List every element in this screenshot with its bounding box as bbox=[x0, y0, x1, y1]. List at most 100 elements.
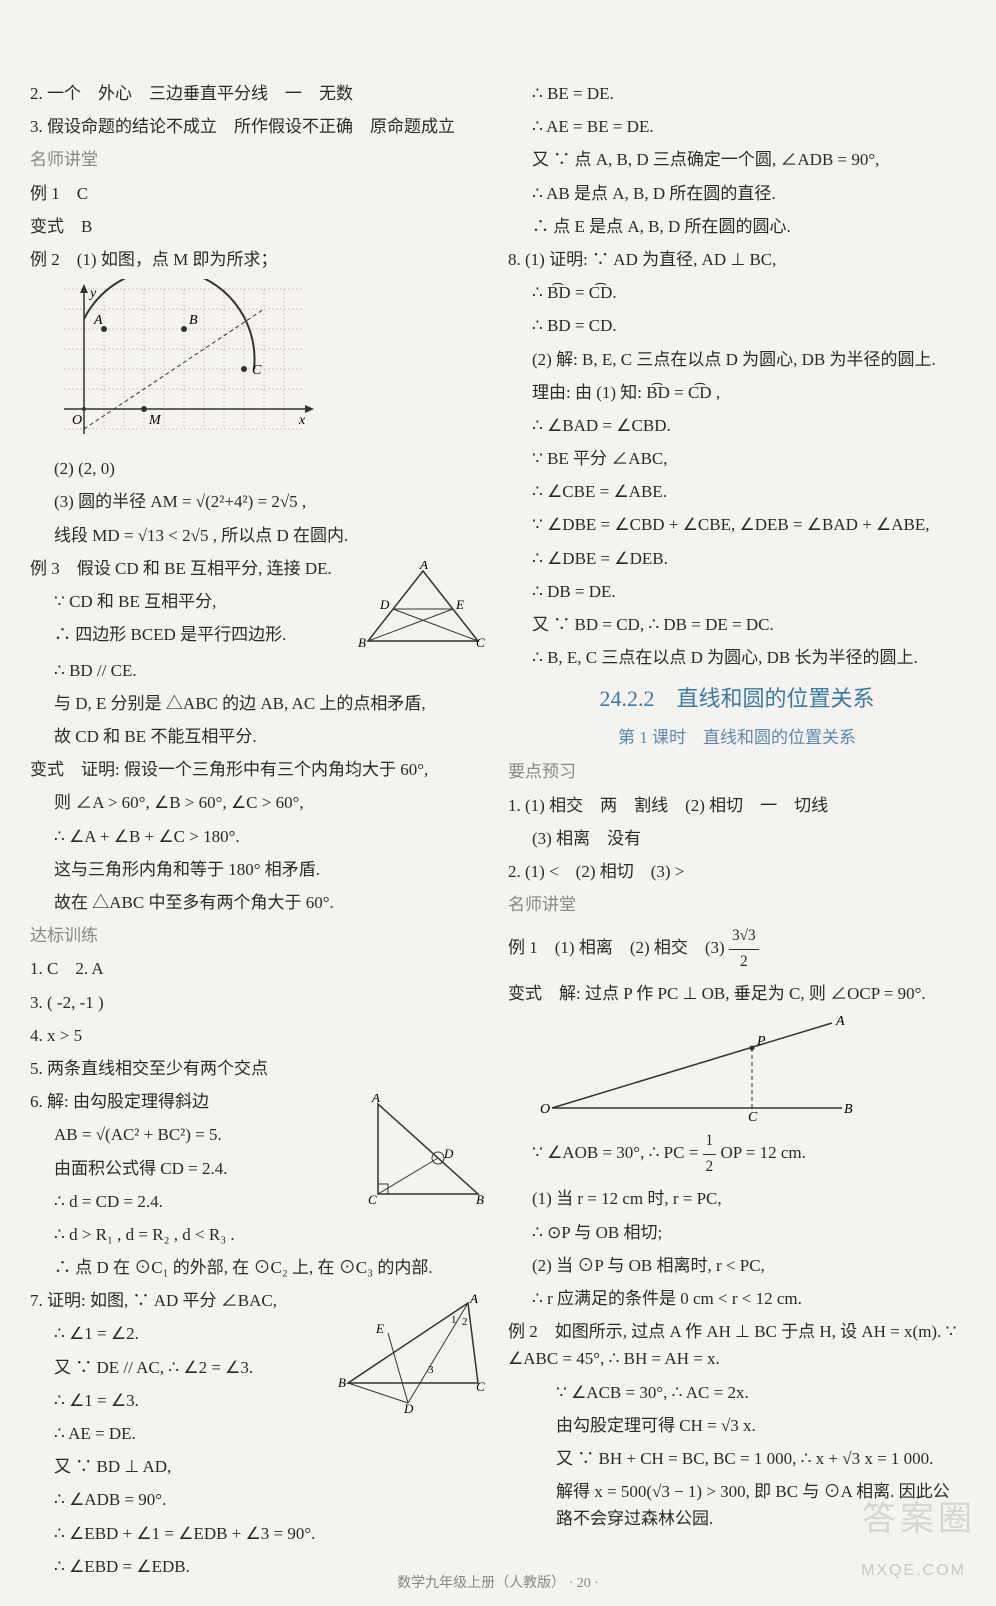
label-D: D bbox=[379, 597, 390, 612]
answer-line: 2. (1) < (2) 相切 (3) > bbox=[508, 858, 966, 885]
text-part: OP = 12 cm. bbox=[720, 1143, 805, 1162]
label-1: 1 bbox=[451, 1314, 457, 1326]
text-line: ∴ ∠BAD = ∠CBD. bbox=[508, 412, 966, 439]
text-line: ∴ BE = DE. bbox=[508, 80, 966, 107]
label-A: A bbox=[371, 1094, 380, 1105]
text-line: ∵ CD 和 BE 互相平分, bbox=[30, 588, 348, 615]
text-line: 线段 MD = √13 < 2√5 , 所以点 D 在圆内. bbox=[30, 522, 488, 549]
answer-line: 3. ( -2, -1 ) bbox=[30, 989, 488, 1016]
answer-line: 4. x > 5 bbox=[30, 1022, 488, 1049]
section-heading: 名师讲堂 bbox=[508, 891, 966, 918]
example-1: 例 1 C bbox=[30, 180, 488, 207]
text-line: ∴ AE = DE. bbox=[30, 1420, 328, 1447]
section-heading: 要点预习 bbox=[508, 758, 966, 785]
label-M: M bbox=[148, 413, 162, 428]
page-footer: 数学九年级上册（人教版） · 20 · bbox=[0, 1572, 996, 1592]
text-line: ∴ 点 E 是点 A, B, D 所在圆的圆心. bbox=[508, 213, 966, 240]
text-line: ∴ ∠1 = ∠3. bbox=[30, 1387, 328, 1414]
denominator: 2 bbox=[703, 1155, 717, 1179]
text-line: ∴ B, E, C 三点在以点 D 为圆心, DB 长为半径的圆上. bbox=[508, 644, 966, 671]
answer-line: (3) 相离 没有 bbox=[508, 825, 966, 852]
triangle-figure-2: A B C D bbox=[358, 1094, 488, 1209]
text-line: ∴ B͡D = C͡D. bbox=[508, 279, 966, 306]
label-D: D bbox=[403, 1401, 414, 1413]
label-y: y bbox=[88, 286, 97, 301]
text-line: (2) 当 ⊙P 与 OB 相离时, r < PC, bbox=[508, 1252, 966, 1279]
left-column: 2. 一个 外心 三边垂直平分线 一 无数 3. 假设命题的结论不成立 所作假设… bbox=[30, 80, 488, 1586]
text-line: ∴ 点 D 在 ⊙C₁ 的外部, 在 ⊙C₂ 上, 在 ⊙C₃ 的内部. bbox=[30, 1254, 488, 1281]
triangle-figure-1: A B C D E bbox=[358, 561, 488, 651]
text-line: 故 CD 和 BE 不能互相平分. bbox=[30, 723, 488, 750]
text-line: ∴ AB 是点 A, B, D 所在圆的直径. bbox=[508, 180, 966, 207]
label-P: P bbox=[756, 1034, 766, 1049]
text-line: (3) 圆的半径 AM = √(2²+4²) = 2√5 , bbox=[30, 488, 488, 515]
triangle-figure-3: A B C D E 1 2 3 bbox=[338, 1293, 488, 1413]
text-line: ∴ r 应满足的条件是 0 cm < r < 12 cm. bbox=[508, 1285, 966, 1312]
text-line: ∴ ⊙P 与 OB 相切; bbox=[508, 1219, 966, 1246]
label-C: C bbox=[368, 1192, 377, 1207]
text-part: ∵ ∠AOB = 30°, ∴ PC = bbox=[532, 1143, 703, 1162]
text-line: ∵ ∠DBE = ∠CBD + ∠CBE, ∠DEB = ∠BAD + ∠ABE… bbox=[508, 511, 966, 538]
text-line: 3. 假设命题的结论不成立 所作假设不正确 原命题成立 bbox=[30, 113, 488, 140]
section-heading: 名师讲堂 bbox=[30, 146, 488, 173]
example-2-right: 例 2 如图所示, 过点 A 作 AH ⊥ BC 于点 H, 设 AH = x(… bbox=[508, 1318, 966, 1372]
text-line: 2. 一个 外心 三边垂直平分线 一 无数 bbox=[30, 80, 488, 107]
text-line: ∴ ∠DBE = ∠DEB. bbox=[508, 545, 966, 572]
label-E: E bbox=[375, 1321, 384, 1336]
problem-6: 6. 解: 由勾股定理得斜边 bbox=[30, 1088, 348, 1115]
text-line: ∴ d > R₁ , d = R₂ , d < R₃ . bbox=[30, 1221, 348, 1248]
problem-8-1: 8. (1) 证明: ∵ AD 为直径, AD ⊥ BC, bbox=[508, 246, 966, 273]
text-line: ∵ ∠AOB = 30°, ∴ PC = 1 2 OP = 12 cm. bbox=[508, 1129, 966, 1179]
label-B: B bbox=[189, 313, 198, 328]
label-A: A bbox=[419, 561, 428, 572]
text-line: ∵ ∠ACB = 30°, ∴ AC = 2x. bbox=[508, 1379, 966, 1406]
text-line: AB = √(AC² + BC²) = 5. bbox=[30, 1121, 348, 1148]
label-B: B bbox=[476, 1192, 484, 1207]
text-line: ∵ BE 平分 ∠ABC, bbox=[508, 445, 966, 472]
example-3: 例 3 假设 CD 和 BE 互相平分, 连接 DE. bbox=[30, 555, 348, 582]
grid-figure: A B C O M x y bbox=[30, 279, 488, 449]
text-line: 由勾股定理可得 CH = √3 x. bbox=[508, 1412, 966, 1439]
text-line: (1) 当 r = 12 cm 时, r = PC, bbox=[508, 1185, 966, 1212]
example-1-right: 例 1 (1) 相离 (2) 相交 (3) 3√3 2 bbox=[508, 924, 966, 974]
example-1-variant: 变式 B bbox=[30, 213, 488, 240]
section-title-sub: 第 1 课时 直线和圆的位置关系 bbox=[508, 723, 966, 748]
label-A: A bbox=[469, 1293, 478, 1306]
section-heading: 达标训练 bbox=[30, 922, 488, 949]
label-B: B bbox=[338, 1375, 346, 1390]
text-line: ∴ AE = BE = DE. bbox=[508, 113, 966, 140]
text-line: 则 ∠A > 60°, ∠B > 60°, ∠C > 60°, bbox=[30, 789, 488, 816]
label-E: E bbox=[455, 597, 464, 612]
numerator: 1 bbox=[703, 1129, 717, 1154]
text-line: 又 ∵ 点 A, B, D 三点确定一个圆, ∠ADB = 90°, bbox=[508, 146, 966, 173]
label-C: C bbox=[252, 363, 262, 378]
problem-7: 7. 证明: 如图, ∵ AD 平分 ∠BAC, bbox=[30, 1287, 328, 1314]
text-line: 又 ∵ BD ⊥ AD, bbox=[30, 1453, 488, 1480]
text-line: (2) (2, 0) bbox=[30, 455, 488, 482]
watermark-text: 答案圈 bbox=[862, 1491, 976, 1540]
answer-line: 5. 两条直线相交至少有两个交点 bbox=[30, 1055, 488, 1082]
text-line: ∴ ∠CBE = ∠ABE. bbox=[508, 478, 966, 505]
text-line: 由面积公式得 CD = 2.4. bbox=[30, 1155, 348, 1182]
text-line: 又 ∵ DE // AC, ∴ ∠2 = ∠3. bbox=[30, 1354, 328, 1381]
text-line: ∴ d = CD = 2.4. bbox=[30, 1188, 348, 1215]
text-line: ∴ ∠1 = ∠2. bbox=[30, 1320, 328, 1347]
text-line: ∴ DB = DE. bbox=[508, 578, 966, 605]
text-line: 与 D, E 分别是 △ABC 的边 AB, AC 上的点相矛盾, bbox=[30, 690, 488, 717]
denominator: 2 bbox=[729, 950, 759, 974]
label-x: x bbox=[298, 413, 306, 428]
text-line: ∴ ∠A + ∠B + ∠C > 180°. bbox=[30, 823, 488, 850]
fraction: 3√3 2 bbox=[729, 924, 759, 974]
numerator: 3√3 bbox=[729, 924, 759, 949]
text-line: 故在 △ABC 中至多有两个角大于 60°. bbox=[30, 889, 488, 916]
fraction: 1 2 bbox=[703, 1129, 717, 1179]
text-line: 又 ∵ BH + CH = BC, BC = 1 000, ∴ x + √3 x… bbox=[508, 1445, 966, 1472]
text-line: 这与三角形内角和等于 180° 相矛盾. bbox=[30, 856, 488, 883]
label-2: 2 bbox=[462, 1316, 468, 1328]
label-A: A bbox=[93, 313, 103, 328]
label-A: A bbox=[835, 1014, 845, 1029]
angle-figure: O A B P C bbox=[508, 1013, 966, 1123]
label-B: B bbox=[358, 635, 366, 650]
variant-line: 变式 证明: 假设一个三角形中有三个内角均大于 60°, bbox=[30, 756, 488, 783]
label-O: O bbox=[72, 413, 82, 428]
